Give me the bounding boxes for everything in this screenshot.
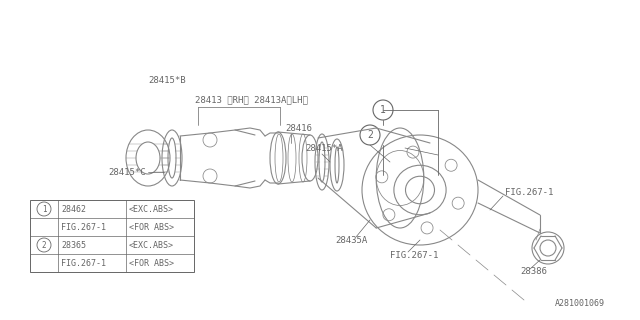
Text: 28386: 28386 bbox=[520, 268, 547, 276]
Text: <EXC.ABS>: <EXC.ABS> bbox=[129, 241, 174, 250]
Text: 28415*C: 28415*C bbox=[108, 167, 146, 177]
Text: <EXC.ABS>: <EXC.ABS> bbox=[129, 204, 174, 213]
Circle shape bbox=[373, 100, 393, 120]
Text: 28413 〈RH〉 28413A〈LH〉: 28413 〈RH〉 28413A〈LH〉 bbox=[195, 95, 308, 105]
Text: 28462: 28462 bbox=[61, 204, 86, 213]
Text: 28415*A: 28415*A bbox=[305, 143, 342, 153]
Circle shape bbox=[37, 202, 51, 216]
Text: 28415*B: 28415*B bbox=[148, 76, 186, 84]
Text: 28435A: 28435A bbox=[335, 236, 367, 244]
Text: A281001069: A281001069 bbox=[555, 299, 605, 308]
Text: <FOR ABS>: <FOR ABS> bbox=[129, 259, 174, 268]
Bar bbox=[30, 200, 194, 272]
Text: 28416: 28416 bbox=[285, 124, 312, 132]
Text: 28365: 28365 bbox=[61, 241, 86, 250]
Text: 2: 2 bbox=[367, 130, 373, 140]
Text: FIG.267-1: FIG.267-1 bbox=[61, 222, 106, 231]
Text: FIG.267-1: FIG.267-1 bbox=[390, 251, 438, 260]
Circle shape bbox=[37, 238, 51, 252]
Text: 2: 2 bbox=[42, 241, 46, 250]
Text: <FOR ABS>: <FOR ABS> bbox=[129, 222, 174, 231]
Text: FIG.267-1: FIG.267-1 bbox=[505, 188, 554, 196]
Text: 1: 1 bbox=[42, 204, 46, 213]
Text: 1: 1 bbox=[380, 105, 386, 115]
Text: FIG.267-1: FIG.267-1 bbox=[61, 259, 106, 268]
Circle shape bbox=[360, 125, 380, 145]
